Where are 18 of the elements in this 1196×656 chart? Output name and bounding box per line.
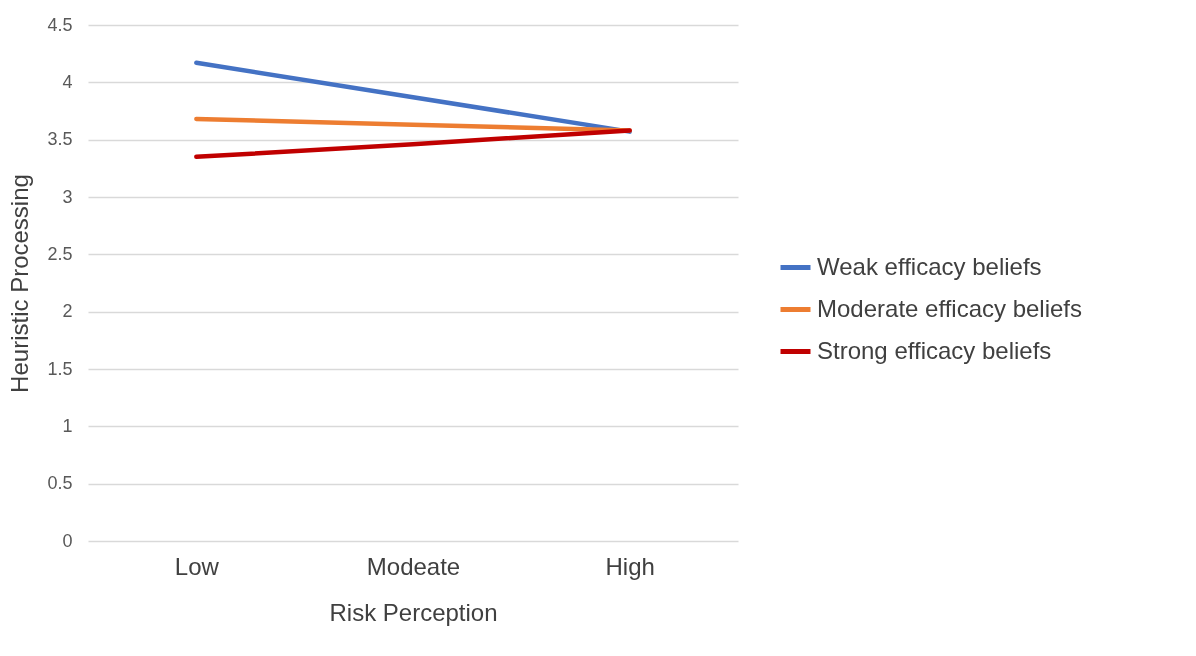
- x-tick-label: High: [605, 552, 655, 580]
- y-tick-label: 2: [62, 301, 73, 322]
- y-tick-label: 3: [62, 186, 73, 207]
- y-tick-label: 1.5: [47, 358, 73, 379]
- y-tick-label: 2.5: [47, 243, 73, 264]
- legend-label: Weak efficacy beliefs: [817, 252, 1042, 280]
- y-tick-label: 4.5: [47, 14, 73, 35]
- y-tick-label: 0: [62, 530, 73, 551]
- x-tick-label: Modeate: [366, 552, 461, 580]
- y-axis-title: Heuristic Processing: [6, 174, 34, 393]
- y-tick-label: 0.5: [47, 473, 73, 494]
- legend-label: Moderate efficacy beliefs: [817, 294, 1083, 322]
- y-tick-label: 4: [62, 71, 73, 92]
- y-tick-label: 3.5: [47, 129, 73, 150]
- x-tick-label: Low: [174, 552, 220, 580]
- y-tick-label: 1: [62, 415, 73, 436]
- legend-label: Strong efficacy beliefs: [817, 336, 1052, 364]
- x-axis-title: Risk Perception: [329, 598, 498, 626]
